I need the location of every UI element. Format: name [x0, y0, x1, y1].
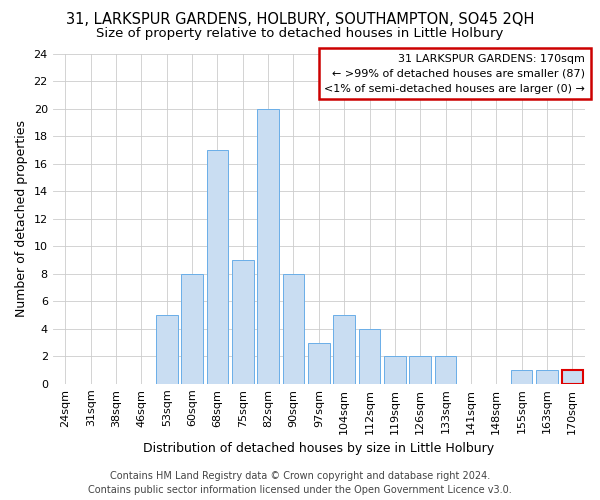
Bar: [435, 356, 457, 384]
Bar: [384, 356, 406, 384]
Bar: [511, 370, 532, 384]
Text: 31, LARKSPUR GARDENS, HOLBURY, SOUTHAMPTON, SO45 2QH: 31, LARKSPUR GARDENS, HOLBURY, SOUTHAMPT…: [66, 12, 534, 28]
Bar: [409, 356, 431, 384]
Text: Contains HM Land Registry data © Crown copyright and database right 2024.
Contai: Contains HM Land Registry data © Crown c…: [88, 471, 512, 495]
Bar: [308, 342, 329, 384]
Text: Size of property relative to detached houses in Little Holbury: Size of property relative to detached ho…: [97, 28, 503, 40]
Bar: [156, 315, 178, 384]
Bar: [206, 150, 228, 384]
Bar: [283, 274, 304, 384]
Bar: [334, 315, 355, 384]
X-axis label: Distribution of detached houses by size in Little Holbury: Distribution of detached houses by size …: [143, 442, 494, 455]
Bar: [232, 260, 254, 384]
Bar: [181, 274, 203, 384]
Bar: [562, 370, 583, 384]
Bar: [359, 329, 380, 384]
Y-axis label: Number of detached properties: Number of detached properties: [15, 120, 28, 318]
Bar: [536, 370, 558, 384]
Text: 31 LARKSPUR GARDENS: 170sqm
← >99% of detached houses are smaller (87)
<1% of se: 31 LARKSPUR GARDENS: 170sqm ← >99% of de…: [324, 54, 585, 94]
Bar: [257, 109, 279, 384]
